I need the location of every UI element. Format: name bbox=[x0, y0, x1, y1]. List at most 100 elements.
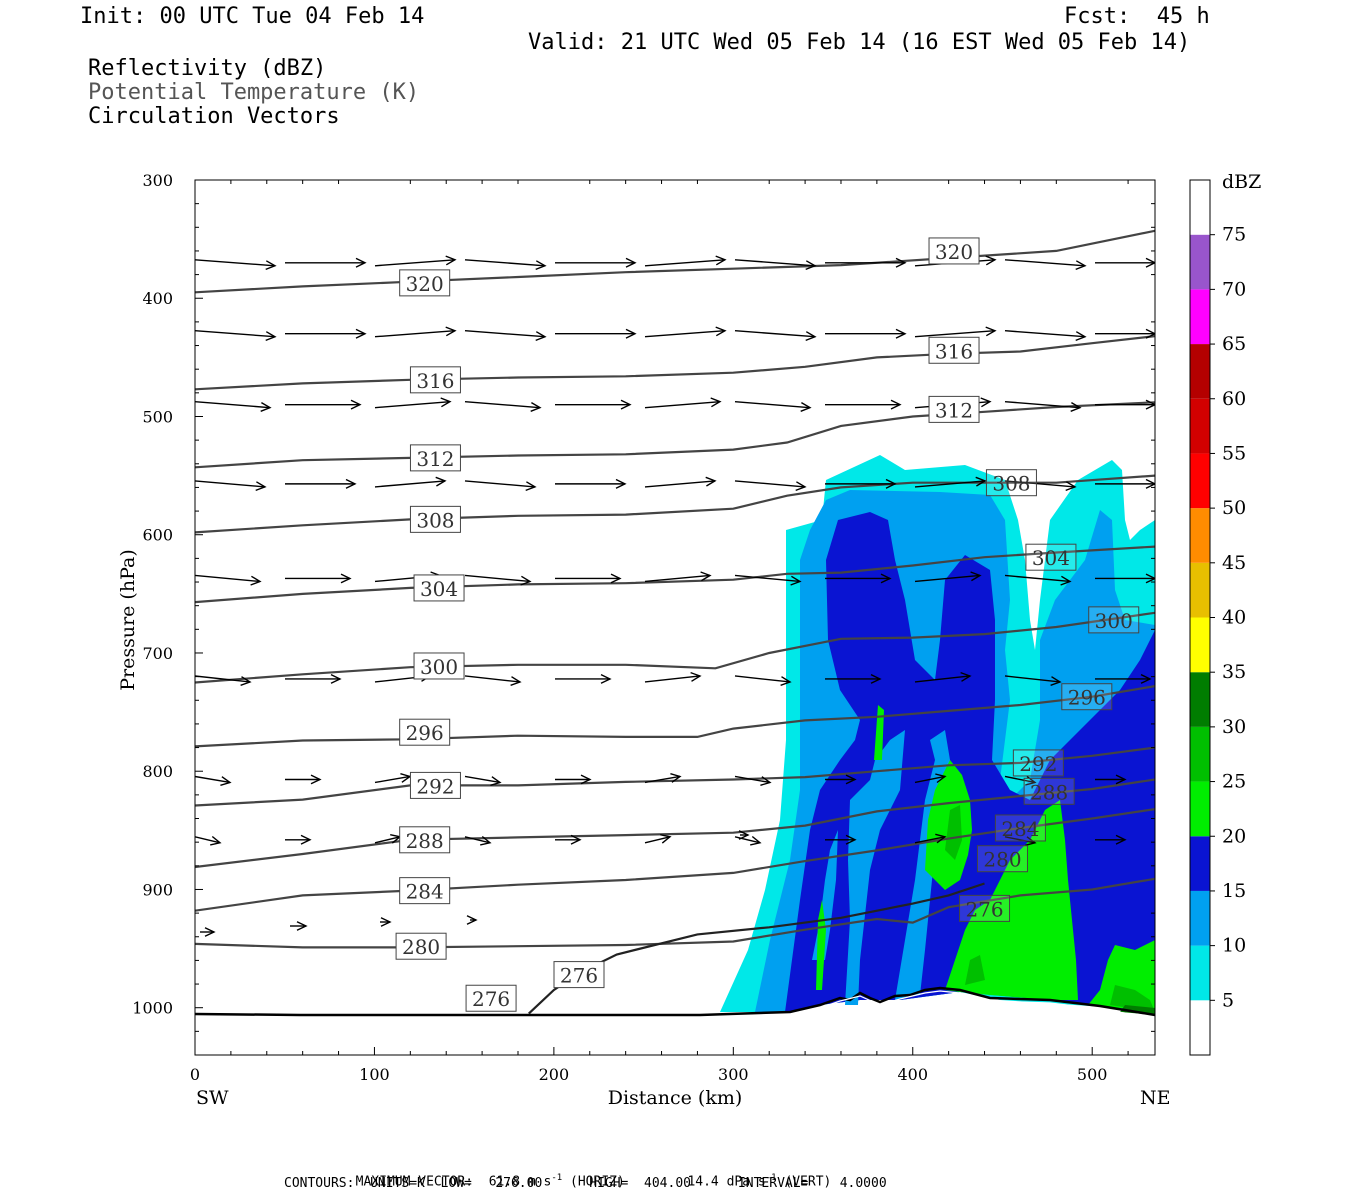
theta-contour-300 bbox=[195, 611, 1155, 684]
circulation-vector bbox=[195, 835, 222, 846]
colorbar-title: dBZ bbox=[1222, 171, 1261, 193]
theta-label-276: 276 bbox=[465, 984, 517, 1012]
ground-line-white bbox=[794, 990, 1156, 1019]
x-tick-label: 300 bbox=[718, 1065, 749, 1084]
init-time: Init: 00 UTC Tue 04 Feb 14 bbox=[80, 4, 425, 29]
circulation-vector bbox=[464, 775, 502, 786]
colorbar-segment bbox=[1190, 945, 1210, 1001]
theta-label-300: 300 bbox=[413, 652, 465, 680]
theta-contour-284 bbox=[195, 808, 1155, 912]
circulation-vector bbox=[200, 927, 216, 937]
circulation-vector bbox=[825, 834, 857, 845]
circulation-vector bbox=[285, 573, 352, 584]
theta-contour-320 bbox=[195, 229, 1155, 294]
colorbar-segment bbox=[1190, 234, 1210, 290]
colorbar-segment bbox=[1190, 1000, 1210, 1055]
colorbar-label: 15 bbox=[1222, 880, 1246, 902]
colorbar-label: 60 bbox=[1222, 388, 1246, 410]
colorbar-label: 30 bbox=[1222, 716, 1246, 738]
circulation-vector bbox=[1004, 400, 1082, 412]
colorbar-label: 55 bbox=[1222, 442, 1246, 464]
svg-text:292: 292 bbox=[1019, 752, 1057, 776]
circulation-vector bbox=[464, 259, 547, 271]
vert-tag: (VERT) bbox=[784, 1174, 832, 1190]
circulation-vector bbox=[555, 399, 632, 410]
y-tick-label: 300 bbox=[142, 171, 173, 190]
max-vert-value: 14.4 dPa s bbox=[687, 1174, 766, 1190]
circulation-vector bbox=[195, 574, 262, 586]
colorbar-label: 65 bbox=[1222, 333, 1246, 355]
circulation-vector bbox=[825, 399, 902, 410]
circulation-vector bbox=[644, 255, 727, 267]
circulation-vector bbox=[1004, 574, 1072, 586]
field-reflectivity: Reflectivity (dBZ) bbox=[88, 56, 327, 81]
theta-label-296: 296 bbox=[399, 718, 451, 746]
circulation-vector bbox=[644, 571, 712, 583]
svg-text:296: 296 bbox=[406, 721, 444, 745]
theta-contour-316 bbox=[195, 335, 1155, 391]
theta-label-304: 304 bbox=[1025, 543, 1077, 571]
circulation-vector bbox=[464, 480, 537, 492]
theta-label-300: 300 bbox=[1088, 606, 1140, 634]
refl-25-c bbox=[1110, 985, 1155, 1012]
circulation-vector bbox=[734, 574, 802, 586]
svg-text:276: 276 bbox=[560, 964, 598, 988]
circulation-vector bbox=[1095, 673, 1152, 684]
circulation-vector bbox=[374, 326, 457, 338]
theta-contour-308 bbox=[195, 474, 1155, 534]
circulation-vector bbox=[466, 915, 478, 925]
svg-text:304: 304 bbox=[420, 577, 458, 601]
circulation-vector bbox=[195, 480, 267, 492]
circulation-vector bbox=[285, 399, 362, 410]
refl-10-gap-1 bbox=[845, 730, 905, 1005]
theta-label-312: 312 bbox=[928, 395, 980, 423]
y-tick-label: 400 bbox=[142, 289, 173, 308]
circulation-vector bbox=[734, 259, 817, 271]
colorbar-label: 50 bbox=[1222, 497, 1246, 519]
svg-text:276: 276 bbox=[965, 897, 1003, 921]
circulation-vector bbox=[555, 834, 582, 845]
circulation-vector bbox=[195, 330, 277, 342]
circulation-vector bbox=[464, 400, 542, 412]
colorbar: 5 10 15 20 25 30 35 40 45 50 55 60 65 70 75 bbox=[1189, 179, 1246, 1056]
circulation-vector bbox=[644, 834, 672, 844]
circulation-vector bbox=[734, 400, 812, 412]
y-tick-label: 500 bbox=[142, 407, 173, 426]
svg-text:300: 300 bbox=[1095, 609, 1133, 633]
circulation-vector bbox=[738, 830, 750, 840]
colorbar-segment bbox=[1190, 726, 1210, 782]
circulation-vector bbox=[195, 775, 232, 786]
x-tick-label: 500 bbox=[1077, 1065, 1108, 1084]
colorbar-segment bbox=[1190, 562, 1210, 618]
svg-text:304: 304 bbox=[1032, 546, 1070, 570]
circulation-vector bbox=[1095, 328, 1155, 339]
y-tick-label: 600 bbox=[142, 526, 173, 545]
theta-contour-292 bbox=[195, 746, 1155, 807]
colorbar-segment bbox=[1190, 672, 1210, 727]
theta-label-280: 280 bbox=[395, 932, 447, 960]
circulation-vector bbox=[290, 921, 308, 931]
circulation-vector bbox=[825, 328, 907, 339]
theta-contour-labels: 320 320 316 316 312 312 308 308 304 304 300 300 296 2… bbox=[395, 237, 1140, 1012]
svg-text:288: 288 bbox=[406, 829, 444, 853]
theta-label-284: 284 bbox=[399, 877, 451, 905]
colorbar-label: 20 bbox=[1222, 825, 1246, 847]
circulation-vector bbox=[644, 397, 722, 409]
colorbar-label: 40 bbox=[1222, 607, 1246, 629]
theta-label-284: 284 bbox=[994, 814, 1046, 842]
theta-label-316: 316 bbox=[409, 366, 461, 394]
circulation-vector bbox=[914, 833, 947, 844]
circulation-vector bbox=[285, 673, 342, 684]
circulation-vector bbox=[1004, 259, 1087, 271]
circulation-vectors bbox=[195, 255, 1155, 937]
circulation-vector bbox=[555, 478, 627, 489]
circulation-vector bbox=[1004, 330, 1087, 342]
plot-frame bbox=[194, 179, 1156, 1056]
circulation-vector bbox=[914, 671, 972, 683]
footer-contours: CONTOURS: UNITS=K LOW= 276.00 HIGH= 404.… bbox=[284, 1176, 887, 1191]
circulation-vector bbox=[825, 478, 897, 489]
theta-label-276: 276 bbox=[959, 894, 1011, 922]
svg-text:288: 288 bbox=[1030, 780, 1068, 804]
colorbar-label: 35 bbox=[1222, 661, 1246, 683]
max-vector-label: MAXIMUM VECTOR: bbox=[355, 1174, 474, 1190]
